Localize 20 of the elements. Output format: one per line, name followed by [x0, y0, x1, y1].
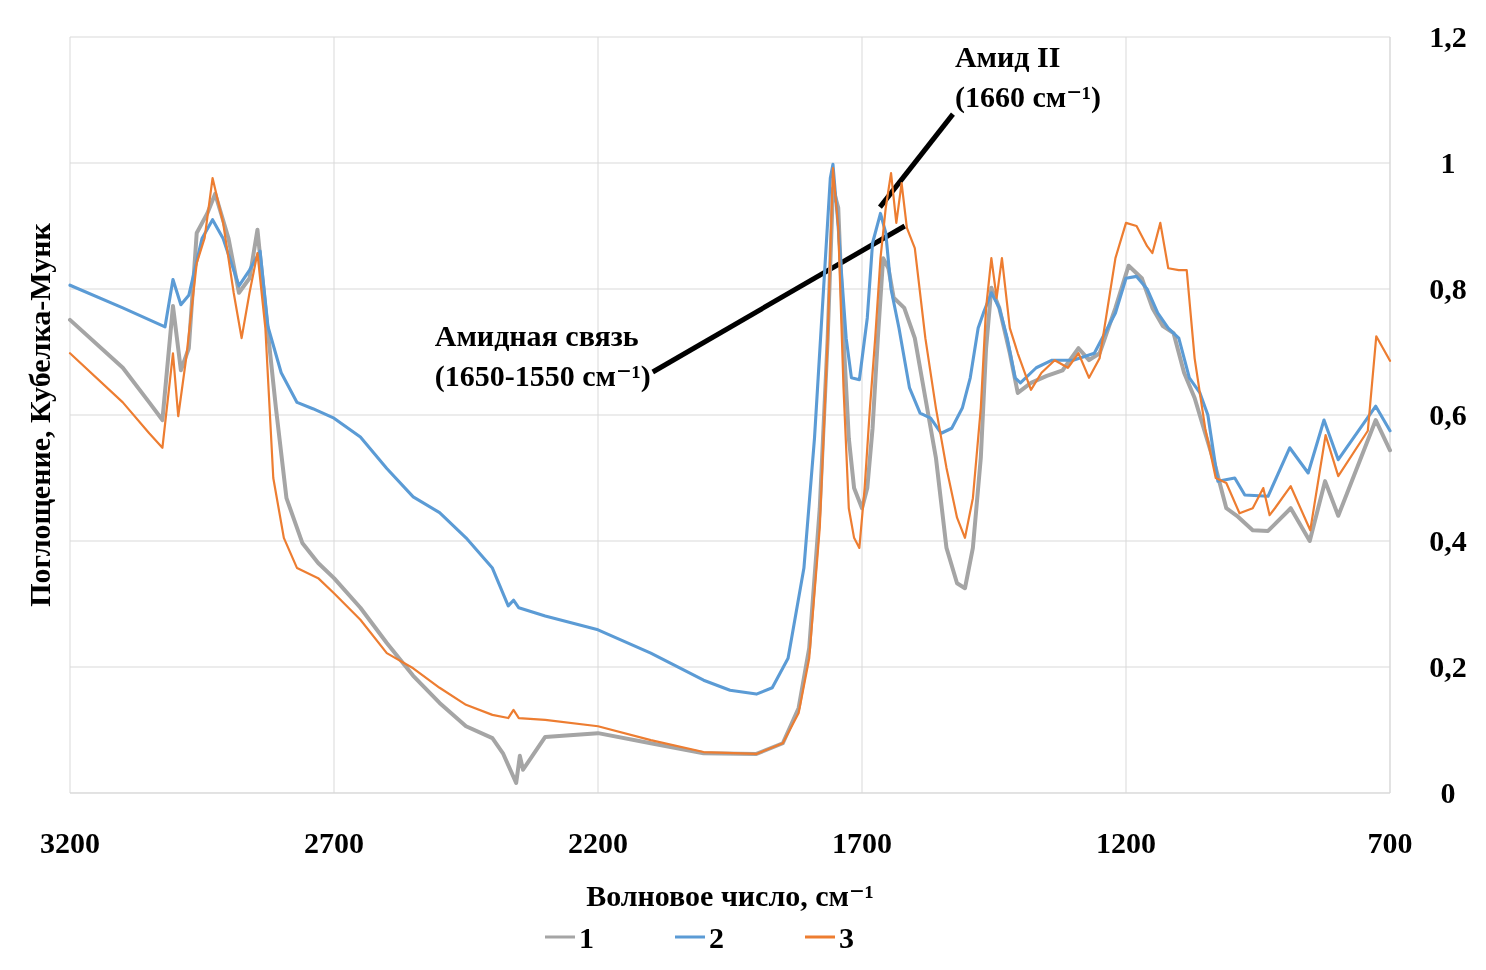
legend-label: 2	[709, 921, 724, 954]
y-axis-title: Поглощение, Кубелка-Мунк	[23, 222, 56, 607]
x-tick-label: 2200	[568, 826, 628, 859]
x-tick-label: 700	[1367, 826, 1413, 859]
annotation: Амид II (1660 см⁻¹)	[954, 40, 1102, 115]
y-tick-label: 0,8	[1429, 272, 1467, 305]
y-tick-label: 0	[1440, 776, 1456, 809]
x-axis-title: Волновое число, см⁻¹	[586, 879, 874, 912]
annotation: Амидная связь (1650-1550 см⁻¹)	[434, 319, 651, 393]
y-tick-label: 1,2	[1429, 20, 1467, 53]
legend-label: 1	[579, 921, 594, 954]
x-tick-label: 1700	[832, 826, 892, 859]
x-tick-label: 2700	[304, 826, 364, 859]
y-tick-label: 0,6	[1429, 398, 1467, 431]
y-tick-label: 1	[1440, 146, 1456, 179]
x-tick-label: 3200	[40, 826, 100, 859]
y-tick-label: 0,4	[1429, 524, 1467, 557]
legend-label: 3	[839, 921, 854, 954]
y-tick-label: 0,2	[1429, 650, 1467, 683]
x-tick-label: 1200	[1096, 826, 1156, 859]
